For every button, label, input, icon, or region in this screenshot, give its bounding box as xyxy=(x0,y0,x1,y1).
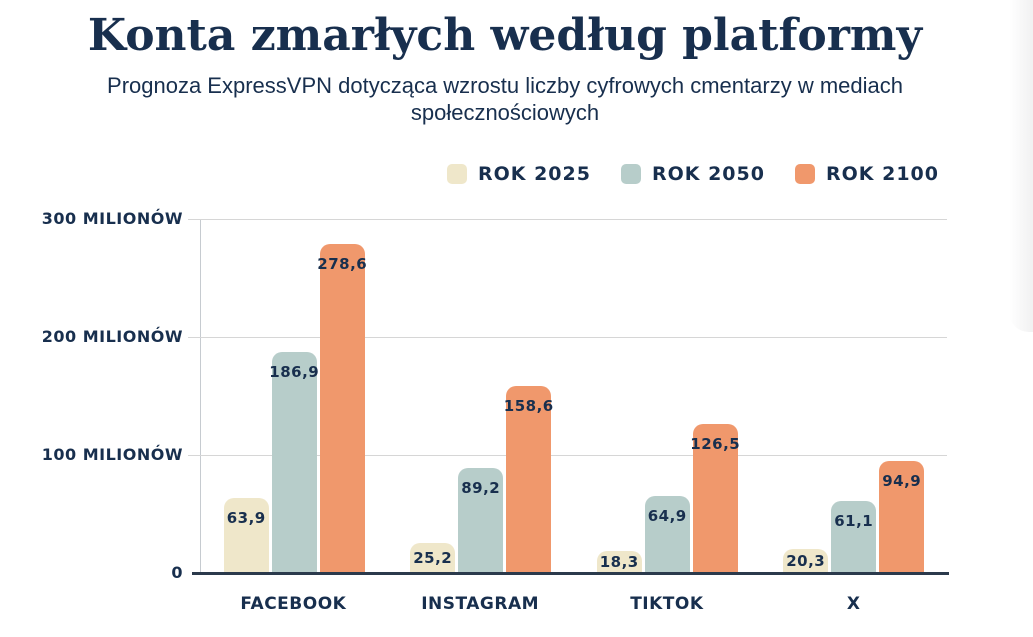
bar-value-label: 89,2 xyxy=(461,478,501,497)
y-axis-labels: 300 MILIONÓW 200 MILIONÓW 100 MILIONÓW 0 xyxy=(0,209,183,582)
x-axis-category-label-x: X xyxy=(846,594,861,614)
gridline xyxy=(188,336,947,338)
bar-facebook-rok-2025: 63,9 xyxy=(223,497,269,573)
bar-instagram-rok-2100: 158,6 xyxy=(504,385,553,573)
bar-group-facebook: 63,9 186,9 278,6 xyxy=(201,219,388,573)
bar-value-label: 25,2 xyxy=(413,549,453,568)
bar-value-label: 20,3 xyxy=(786,552,826,571)
legend-item-rok-2025: ROK 2025 xyxy=(446,163,591,185)
x-axis-line xyxy=(192,572,949,575)
bar-value-label: 61,1 xyxy=(834,511,874,530)
gridline xyxy=(188,218,947,220)
bar-group-x: 20,3 61,1 94,9 xyxy=(761,219,948,573)
legend-label: ROK 2025 xyxy=(477,163,591,185)
y-axis-tick-label: 100 MILIONÓW xyxy=(41,445,183,464)
legend-label: ROK 2100 xyxy=(825,163,939,185)
x-axis-labels: FACEBOOK INSTAGRAM TIKTOK X xyxy=(200,594,947,614)
bar-groups: 63,9 186,9 278,6 25,2 89,2 158,6 18,3 64,9 126,5… xyxy=(201,219,947,573)
bar-value-label: 126,5 xyxy=(690,434,741,453)
legend-item-rok-2100: ROK 2100 xyxy=(794,163,939,185)
plot-area: 63,9 186,9 278,6 25,2 89,2 158,6 18,3 64,9 126,5… xyxy=(188,218,949,575)
bar-instagram-rok-2050: 89,2 xyxy=(458,467,504,573)
legend-swatch-rok-2100 xyxy=(794,164,815,184)
bar-instagram-rok-2025: 25,2 xyxy=(410,543,456,573)
page-subtitle: Prognoza ExpressVPN dotycząca wzrostu li… xyxy=(107,73,903,125)
legend-label: ROK 2050 xyxy=(651,163,765,185)
bar-value-label: 94,9 xyxy=(882,472,922,491)
chart-legend: ROK 2025 ROK 2050 ROK 2100 xyxy=(446,163,939,185)
legend-swatch-rok-2025 xyxy=(446,164,467,184)
bar-tiktok-rok-2100: 126,5 xyxy=(690,423,740,573)
right-edge-shade xyxy=(1009,0,1033,332)
bar-x-rok-2050: 61,1 xyxy=(831,500,877,573)
bar-facebook-rok-2100: 278,6 xyxy=(317,244,367,573)
x-axis-category-label-facebook: FACEBOOK xyxy=(240,594,347,614)
bar-group-tiktok: 18,3 64,9 126,5 xyxy=(574,219,761,573)
bar-value-label: 186,9 xyxy=(269,363,320,382)
x-axis-category-label-tiktok: TIKTOK xyxy=(630,594,704,614)
y-axis-tick-label: 300 MILIONÓW xyxy=(41,209,183,228)
y-axis-tick-label: 0 xyxy=(171,563,183,582)
gridline xyxy=(188,454,947,456)
bar-group-instagram: 25,2 89,2 158,6 xyxy=(388,219,575,573)
bar-value-label: 63,9 xyxy=(226,508,266,527)
bar-facebook-rok-2050: 186,9 xyxy=(269,352,319,573)
bar-value-label: 278,6 xyxy=(317,255,368,274)
legend-swatch-rok-2050 xyxy=(620,164,641,184)
bar-value-label: 158,6 xyxy=(503,396,554,415)
page-title: Konta zmarłych według platformy xyxy=(87,10,923,61)
legend-item-rok-2050: ROK 2050 xyxy=(620,163,765,185)
bar-tiktok-rok-2025: 18,3 xyxy=(596,551,642,573)
bar-x-rok-2025: 20,3 xyxy=(783,549,829,573)
bar-tiktok-rok-2050: 64,9 xyxy=(644,496,690,573)
x-axis-category-label-instagram: INSTAGRAM xyxy=(421,594,540,614)
bar-value-label: 64,9 xyxy=(647,507,687,526)
y-axis-tick-label: 200 MILIONÓW xyxy=(41,327,183,346)
bar-x-rok-2100: 94,9 xyxy=(879,461,925,573)
bar-value-label: 18,3 xyxy=(599,553,639,572)
